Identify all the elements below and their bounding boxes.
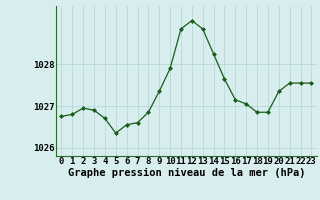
X-axis label: Graphe pression niveau de la mer (hPa): Graphe pression niveau de la mer (hPa) [68, 168, 305, 178]
